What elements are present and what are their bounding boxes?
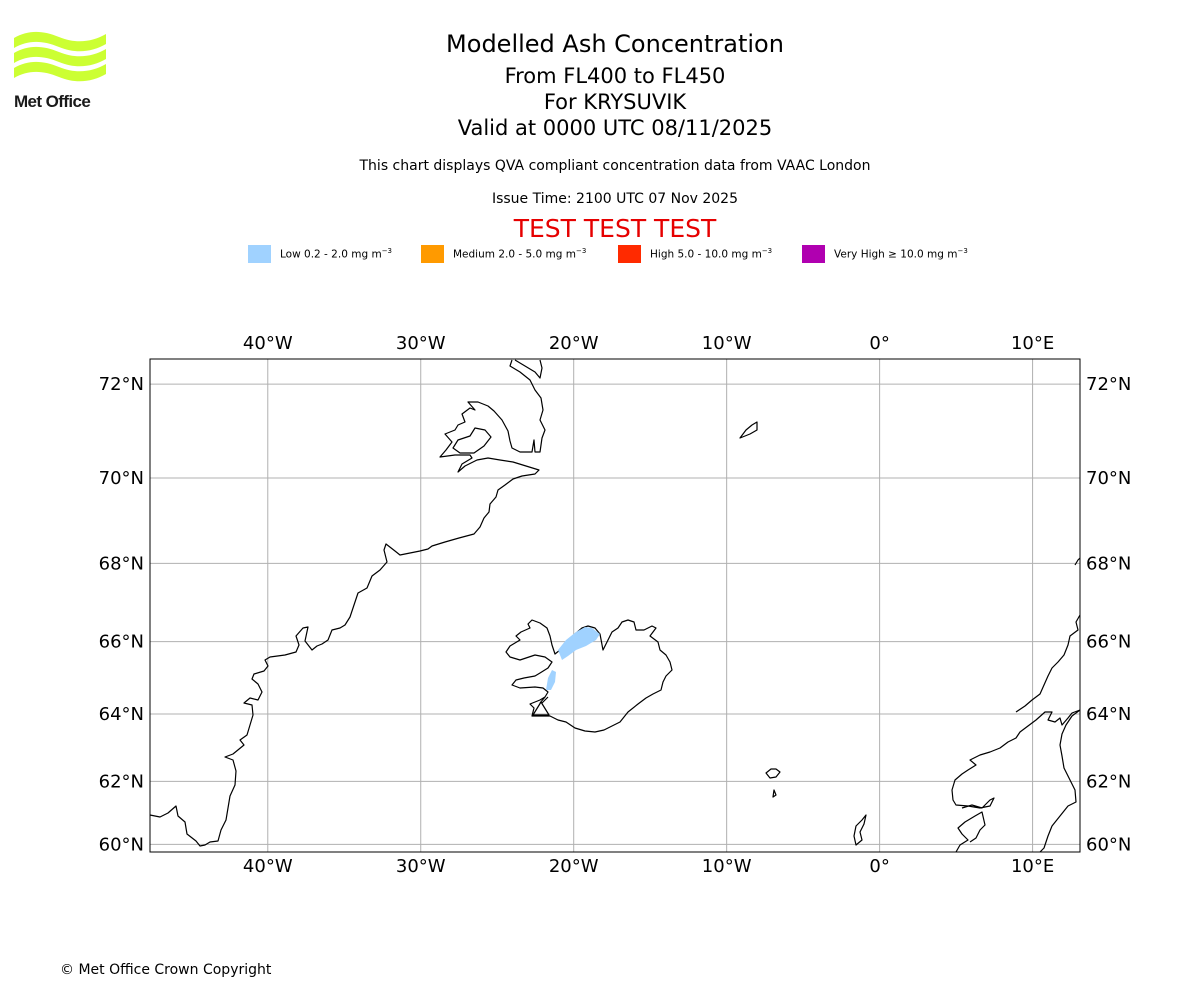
lat-tick-label-right: 72°N: [1086, 374, 1131, 395]
norway-coastline-south: [1039, 709, 1081, 853]
lat-tick-label-left: 62°N: [99, 771, 144, 792]
lat-tick-label-left: 60°N: [99, 834, 144, 855]
legend-swatch-medium: [421, 245, 444, 263]
lon-tick-label-top: 40°W: [243, 333, 293, 354]
logo-wave-2: [14, 61, 106, 82]
jan-mayen-coastline: [739, 421, 758, 439]
logo-wordmark: Met Office: [14, 92, 91, 111]
lon-tick-label-top: 10°W: [702, 333, 752, 354]
lon-tick-label-top: 20°W: [549, 333, 599, 354]
legend-label-low: Low 0.2 - 2.0 mg m−3: [280, 247, 393, 261]
norway-coastline-north: [1015, 614, 1081, 713]
greenland-coastline: [149, 359, 546, 847]
greenland-inner-island: [452, 427, 492, 454]
chart-description: This chart displays QVA compliant concen…: [359, 158, 871, 174]
legend-item-very-high: Very High ≥ 10.0 mg m−3: [802, 244, 968, 264]
legend-label-medium: Medium 2.0 - 5.0 mg m−3: [453, 247, 587, 261]
lat-tick-label-right: 64°N: [1086, 704, 1131, 725]
lon-tick-label-bottom: 0°: [869, 856, 889, 877]
logo-wave-0: [14, 31, 106, 52]
test-banner: TEST TEST TEST: [513, 214, 717, 243]
ash-plume: [546, 627, 600, 690]
legend-swatch-high: [618, 245, 641, 263]
lat-tick-label-right: 62°N: [1086, 771, 1131, 792]
lat-tick-label-left: 68°N: [99, 553, 144, 574]
legend-item-low: Low 0.2 - 2.0 mg m−3: [248, 244, 392, 264]
legend-swatch-low: [248, 245, 271, 263]
map-frame: [149, 358, 1081, 853]
lon-tick-label-bottom: 10°E: [1011, 856, 1054, 877]
lat-tick-label-left: 66°N: [99, 632, 144, 653]
issue-time: Issue Time: 2100 UTC 07 Nov 2025: [491, 191, 739, 207]
lat-tick-label-right: 66°N: [1086, 632, 1131, 653]
flight-levels: From FL400 to FL450: [504, 64, 726, 88]
map-gridlines: [150, 359, 1080, 852]
lat-tick-label-right: 70°N: [1086, 468, 1131, 489]
coastlines: [149, 359, 1081, 853]
copyright-notice: © Met Office Crown Copyright: [60, 962, 272, 978]
legend-label-very-high: Very High ≥ 10.0 mg m−3: [834, 247, 968, 261]
lat-tick-label-right: 68°N: [1086, 553, 1131, 574]
lon-tick-label-top: 0°: [869, 333, 889, 354]
legend-swatch-very-high: [802, 245, 825, 263]
map-tick-labels: 40°W 40°W 30°W 30°W 20°W 20°W 10°W 10°W 0° 0° 10°E…: [99, 333, 1132, 877]
volcano-marker-icon: [532, 696, 550, 716]
lon-tick-label-top: 30°W: [396, 333, 446, 354]
norway-coastline-far-north: [1074, 557, 1081, 566]
legend-label-high: High 5.0 - 10.0 mg m−3: [650, 247, 773, 261]
lon-tick-label-bottom: 10°W: [702, 856, 752, 877]
lat-tick-label-left: 70°N: [99, 468, 144, 489]
lon-tick-label-top: 10°E: [1011, 333, 1054, 354]
iceland-coastline: [505, 619, 673, 733]
legend-item-medium: Medium 2.0 - 5.0 mg m−3: [421, 244, 586, 264]
logo-waves-icon: [14, 31, 106, 82]
ash-plume-west: [546, 670, 556, 690]
ash-plume-north: [558, 627, 600, 660]
lat-tick-label-left: 64°N: [99, 704, 144, 725]
shetland-coastline: [853, 814, 867, 846]
faroe-islands-coastline: [765, 768, 781, 798]
valid-time: Valid at 0000 UTC 08/11/2025: [457, 116, 773, 140]
lon-tick-label-bottom: 40°W: [243, 856, 293, 877]
legend-item-high: High 5.0 - 10.0 mg m−3: [618, 244, 772, 264]
lon-tick-label-bottom: 30°W: [396, 856, 446, 877]
chart-title: Modelled Ash Concentration: [446, 30, 784, 58]
norway-coastline: [951, 709, 1081, 853]
met-office-logo: Met Office: [14, 30, 110, 112]
logo-wave-1: [14, 46, 106, 67]
greenland-coastline-north: [514, 359, 543, 379]
volcano-name: For KRYSUVIK: [543, 90, 687, 114]
lat-tick-label-left: 72°N: [99, 374, 144, 395]
lat-tick-label-right: 60°N: [1086, 834, 1131, 855]
lon-tick-label-bottom: 20°W: [549, 856, 599, 877]
